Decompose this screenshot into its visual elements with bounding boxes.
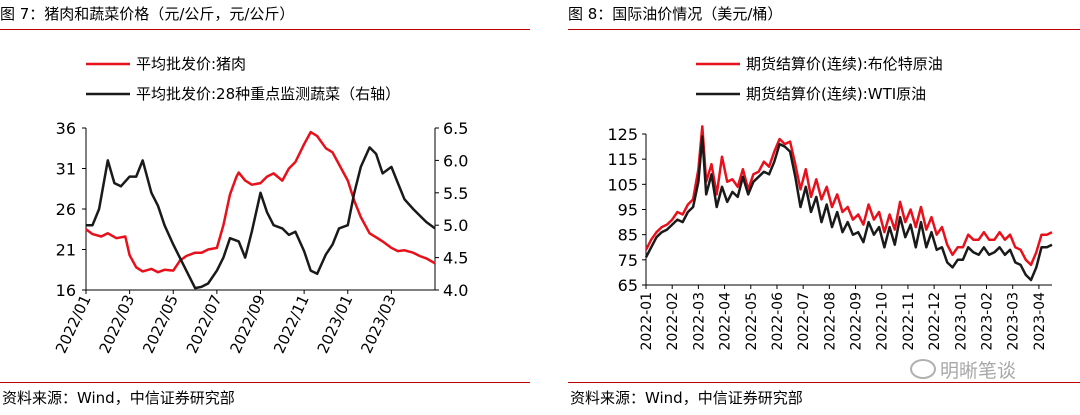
y-tick-label: 105 bbox=[607, 175, 638, 194]
x-tick-label: 2022/05 bbox=[139, 292, 182, 356]
pork-vegetable-price-panel: 图 7：猪肉和蔬菜价格（元/公斤，元/公斤） 平均批发价:猪肉平均批发价:28种… bbox=[0, 0, 530, 415]
source-divider bbox=[568, 382, 1080, 383]
x-tick-label: 2023-03 bbox=[1006, 292, 1022, 351]
y-tick-label: 26 bbox=[56, 200, 76, 219]
x-tick-label: 2022/09 bbox=[226, 292, 269, 356]
source-note: 资料来源：Wind，中信证券研究部 bbox=[570, 389, 803, 407]
x-tick-label: 2022/01 bbox=[52, 292, 95, 356]
legend-label: 期货结算价(连续):布伦特原油 bbox=[746, 55, 943, 73]
legend-label: 期货结算价(连续):WTI原油 bbox=[746, 85, 926, 103]
chart-title: 图 8：国际油价情况（美元/桶） bbox=[568, 5, 783, 23]
watermark-text: 明晰笔谈 bbox=[940, 360, 1017, 382]
legend-label: 平均批发价:猪肉 bbox=[136, 55, 246, 73]
y-tick-label: 75 bbox=[618, 251, 638, 270]
x-tick-label: 2023-02 bbox=[980, 292, 996, 351]
x-tick-label: 2022/07 bbox=[183, 292, 226, 356]
x-tick-label: 2022/11 bbox=[270, 292, 313, 356]
series-line-pork bbox=[85, 130, 436, 274]
x-tick-label: 2022-12 bbox=[927, 292, 943, 351]
x-tick-label: 2022-10 bbox=[875, 292, 891, 351]
y-tick-label: 65 bbox=[618, 276, 638, 295]
x-tick-label: 2023/01 bbox=[314, 292, 357, 356]
x-tick-label: 2022-06 bbox=[770, 292, 786, 351]
x-tick-label: 2022-08 bbox=[822, 292, 838, 351]
wechat-icon bbox=[910, 359, 936, 379]
y-tick-label: 95 bbox=[618, 201, 638, 220]
series-line-brent bbox=[644, 125, 1053, 267]
x-tick-label: 2023/03 bbox=[357, 292, 400, 356]
chart-title: 图 7：猪肉和蔬菜价格（元/公斤，元/公斤） bbox=[0, 5, 295, 23]
y-tick-label: 16 bbox=[56, 281, 76, 300]
source-note: 资料来源：Wind，中信证券研究部 bbox=[2, 389, 235, 407]
source-divider bbox=[0, 382, 530, 383]
x-tick-label: 2022-02 bbox=[665, 292, 681, 351]
y-tick-label: 21 bbox=[56, 241, 76, 260]
y2-tick-label: 6.0 bbox=[443, 151, 468, 170]
y-tick-label: 115 bbox=[607, 150, 638, 169]
series-line-vegetables bbox=[86, 146, 436, 290]
y2-tick-label: 4.5 bbox=[443, 249, 468, 268]
x-tick-label: 2022-07 bbox=[796, 292, 812, 351]
x-tick-label: 2022-09 bbox=[849, 292, 865, 351]
y2-tick-label: 4.0 bbox=[443, 281, 468, 300]
watermark: 明晰笔谈 bbox=[910, 356, 1016, 383]
x-tick-label: 2023-01 bbox=[953, 292, 969, 351]
x-tick-label: 2022-11 bbox=[901, 292, 917, 351]
x-tick-label: 2022-01 bbox=[639, 292, 655, 351]
y-tick-label: 85 bbox=[618, 226, 638, 245]
x-tick-label: 2022/03 bbox=[96, 292, 139, 356]
oil-price-panel: 图 8：国际油价情况（美元/桶） 期货结算价(连续):布伦特原油 期货结算价(连续… bbox=[568, 0, 1080, 415]
y2-tick-label: 5.0 bbox=[443, 216, 468, 235]
x-tick-label: 2023-04 bbox=[1032, 292, 1048, 351]
x-tick-label: 2022-03 bbox=[691, 292, 707, 351]
y-tick-label: 36 bbox=[56, 119, 76, 138]
legend-label: 平均批发价:28种重点监测蔬菜（右轴） bbox=[136, 85, 400, 103]
x-tick-label: 2022-05 bbox=[744, 292, 760, 351]
y-tick-label: 125 bbox=[607, 125, 638, 144]
title-divider bbox=[0, 29, 530, 30]
series-line-wti bbox=[644, 135, 1053, 282]
y-tick-label: 31 bbox=[56, 160, 76, 179]
title-divider bbox=[568, 29, 1080, 30]
y2-tick-label: 5.5 bbox=[443, 184, 468, 203]
y2-tick-label: 6.5 bbox=[443, 119, 468, 138]
x-tick-label: 2022-04 bbox=[718, 292, 734, 351]
